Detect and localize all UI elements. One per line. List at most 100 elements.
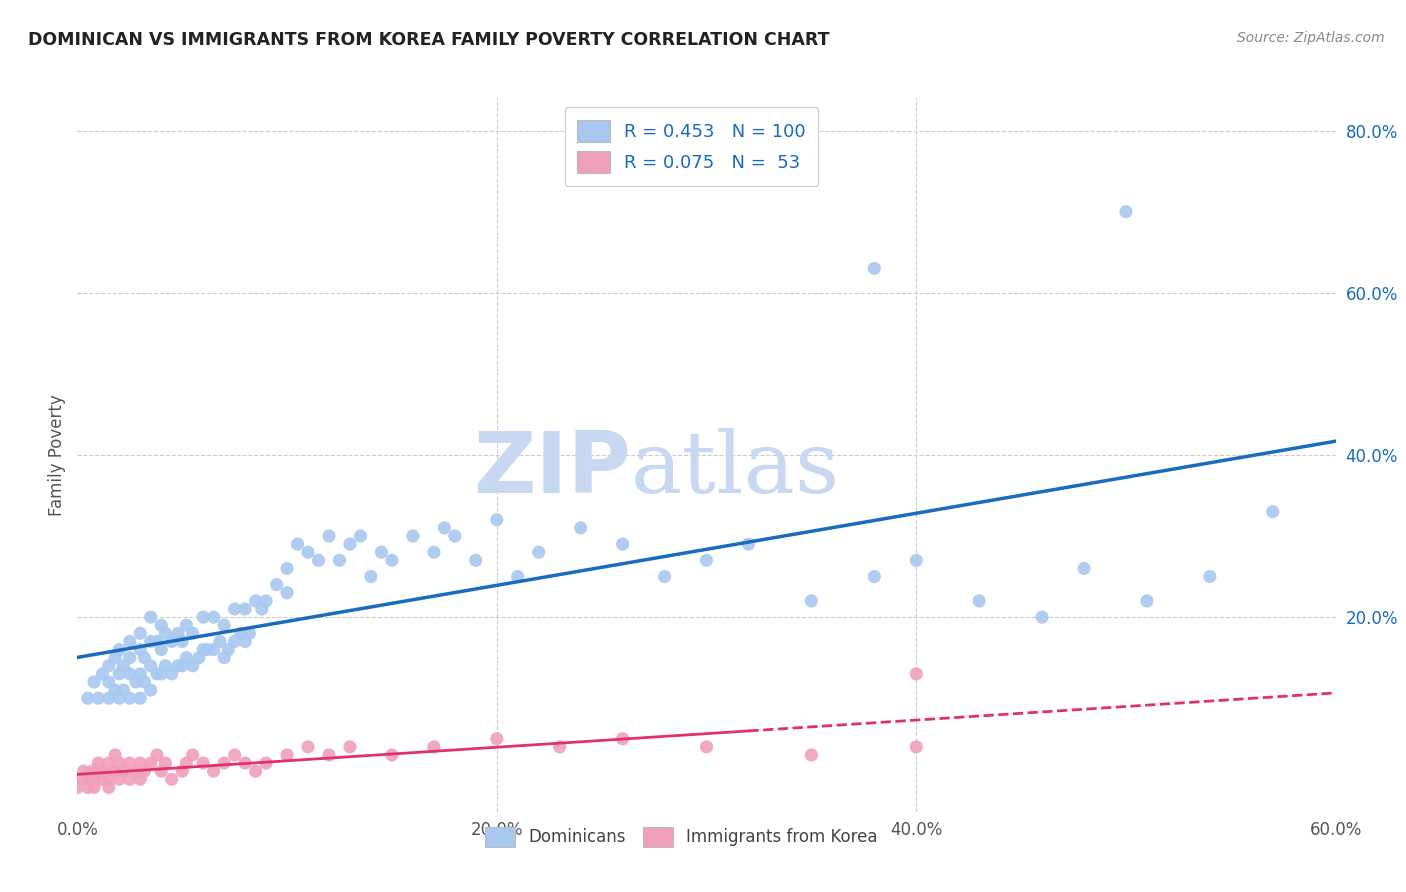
- Point: [139, 634, 162, 648]
- Point: [339, 739, 361, 754]
- Point: [188, 650, 211, 665]
- Point: [308, 553, 330, 567]
- Point: [112, 658, 135, 673]
- Point: [129, 691, 152, 706]
- Point: [191, 756, 215, 770]
- Point: [91, 772, 114, 787]
- Point: [83, 780, 105, 795]
- Text: DOMINICAN VS IMMIGRANTS FROM KOREA FAMILY POVERTY CORRELATION CHART: DOMINICAN VS IMMIGRANTS FROM KOREA FAMIL…: [28, 31, 830, 49]
- Point: [150, 764, 173, 779]
- Point: [87, 764, 110, 779]
- Point: [224, 747, 246, 762]
- Point: [134, 650, 156, 665]
- Text: Source: ZipAtlas.com: Source: ZipAtlas.com: [1237, 31, 1385, 45]
- Point: [108, 691, 131, 706]
- Point: [176, 650, 198, 665]
- Point: [176, 618, 198, 632]
- Point: [276, 561, 298, 575]
- Point: [191, 610, 215, 624]
- Point: [254, 594, 277, 608]
- Point: [737, 537, 759, 551]
- Point: [176, 756, 198, 770]
- Point: [1073, 561, 1095, 575]
- Point: [118, 634, 141, 648]
- Point: [155, 626, 177, 640]
- Point: [217, 642, 239, 657]
- Point: [70, 772, 93, 787]
- Point: [224, 602, 246, 616]
- Point: [129, 626, 152, 640]
- Point: [146, 747, 169, 762]
- Point: [118, 756, 141, 770]
- Point: [83, 675, 105, 690]
- Point: [360, 569, 382, 583]
- Point: [172, 658, 194, 673]
- Point: [569, 521, 592, 535]
- Point: [276, 747, 298, 762]
- Point: [97, 756, 120, 770]
- Point: [181, 747, 204, 762]
- Point: [134, 675, 156, 690]
- Point: [125, 675, 148, 690]
- Point: [76, 772, 98, 787]
- Point: [134, 764, 156, 779]
- Point: [139, 610, 162, 624]
- Point: [1199, 569, 1222, 583]
- Point: [266, 577, 288, 591]
- Point: [150, 618, 173, 632]
- Point: [108, 772, 131, 787]
- Point: [464, 553, 486, 567]
- Point: [129, 772, 152, 787]
- Point: [297, 545, 319, 559]
- Point: [527, 545, 550, 559]
- Point: [91, 764, 114, 779]
- Point: [245, 764, 267, 779]
- Point: [863, 261, 886, 276]
- Point: [125, 764, 148, 779]
- Point: [146, 666, 169, 681]
- Point: [402, 529, 425, 543]
- Point: [118, 772, 141, 787]
- Point: [485, 513, 508, 527]
- Point: [905, 666, 928, 681]
- Point: [250, 602, 273, 616]
- Point: [87, 691, 110, 706]
- Point: [202, 764, 225, 779]
- Point: [112, 683, 135, 698]
- Point: [191, 642, 215, 657]
- Point: [800, 747, 823, 762]
- Point: [160, 666, 183, 681]
- Point: [800, 594, 823, 608]
- Point: [381, 747, 404, 762]
- Point: [245, 594, 267, 608]
- Point: [318, 747, 340, 762]
- Point: [91, 666, 114, 681]
- Point: [967, 594, 990, 608]
- Point: [276, 586, 298, 600]
- Point: [139, 756, 162, 770]
- Point: [696, 739, 718, 754]
- Point: [212, 650, 235, 665]
- Point: [238, 626, 260, 640]
- Point: [202, 610, 225, 624]
- Point: [167, 658, 190, 673]
- Point: [118, 650, 141, 665]
- Point: [696, 553, 718, 567]
- Point: [72, 764, 94, 779]
- Point: [97, 691, 120, 706]
- Point: [444, 529, 467, 543]
- Point: [212, 618, 235, 632]
- Point: [195, 642, 218, 657]
- Point: [423, 545, 446, 559]
- Point: [1115, 204, 1137, 219]
- Point: [146, 634, 169, 648]
- Point: [104, 764, 127, 779]
- Point: [97, 780, 120, 795]
- Point: [129, 666, 152, 681]
- Point: [339, 537, 361, 551]
- Point: [181, 658, 204, 673]
- Point: [202, 642, 225, 657]
- Point: [97, 772, 120, 787]
- Point: [506, 569, 529, 583]
- Point: [97, 675, 120, 690]
